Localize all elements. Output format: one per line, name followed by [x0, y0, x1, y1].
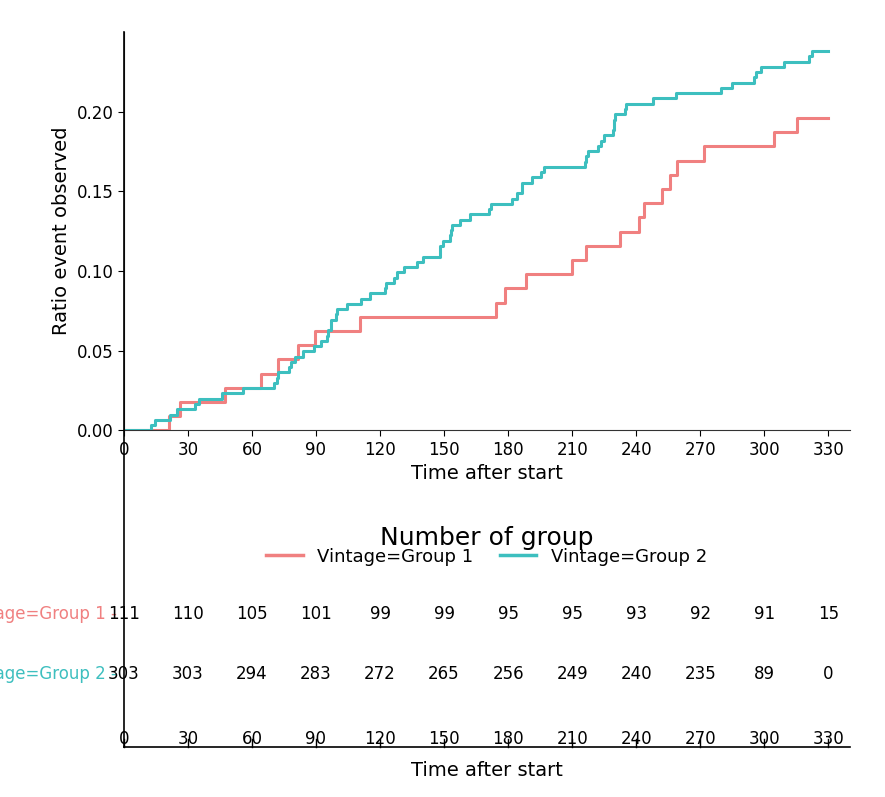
Text: 150: 150	[428, 729, 460, 748]
Text: 111: 111	[108, 606, 140, 623]
Text: 265: 265	[428, 665, 460, 683]
Text: 300: 300	[749, 729, 780, 748]
Text: 93: 93	[626, 606, 647, 623]
Text: Vintage=Group 2 -: Vintage=Group 2 -	[0, 665, 117, 683]
Text: 95: 95	[562, 606, 582, 623]
Text: 101: 101	[300, 606, 332, 623]
Text: 210: 210	[557, 729, 588, 748]
Text: 240: 240	[620, 729, 652, 748]
Text: 249: 249	[557, 665, 588, 683]
Text: 330: 330	[812, 729, 844, 748]
Text: 0: 0	[119, 729, 129, 748]
Text: 272: 272	[364, 665, 396, 683]
Text: 105: 105	[236, 606, 268, 623]
X-axis label: Time after start: Time after start	[411, 465, 563, 483]
Legend: Vintage=Group 1, Vintage=Group 2: Vintage=Group 1, Vintage=Group 2	[259, 540, 714, 573]
Text: 235: 235	[684, 665, 716, 683]
Text: 60: 60	[242, 729, 263, 748]
Text: Number of group: Number of group	[380, 526, 594, 550]
Text: 99: 99	[370, 606, 390, 623]
Text: 95: 95	[497, 606, 519, 623]
Text: 15: 15	[818, 606, 839, 623]
Text: 303: 303	[172, 665, 204, 683]
Text: Time after start: Time after start	[411, 761, 563, 780]
Text: 240: 240	[620, 665, 652, 683]
Text: 270: 270	[684, 729, 716, 748]
Text: 0: 0	[823, 665, 834, 683]
Text: 294: 294	[236, 665, 268, 683]
Text: 91: 91	[754, 606, 774, 623]
Text: 90: 90	[305, 729, 327, 748]
Text: 89: 89	[754, 665, 774, 683]
Text: 180: 180	[492, 729, 524, 748]
Text: 256: 256	[492, 665, 524, 683]
Text: 30: 30	[177, 729, 198, 748]
Text: 283: 283	[300, 665, 332, 683]
Text: 303: 303	[108, 665, 140, 683]
Text: 110: 110	[172, 606, 204, 623]
Text: Vintage=Group 1 -: Vintage=Group 1 -	[0, 606, 117, 623]
Y-axis label: Ratio event observed: Ratio event observed	[52, 127, 71, 336]
Text: 99: 99	[434, 606, 455, 623]
Text: 120: 120	[364, 729, 396, 748]
Text: 92: 92	[689, 606, 711, 623]
